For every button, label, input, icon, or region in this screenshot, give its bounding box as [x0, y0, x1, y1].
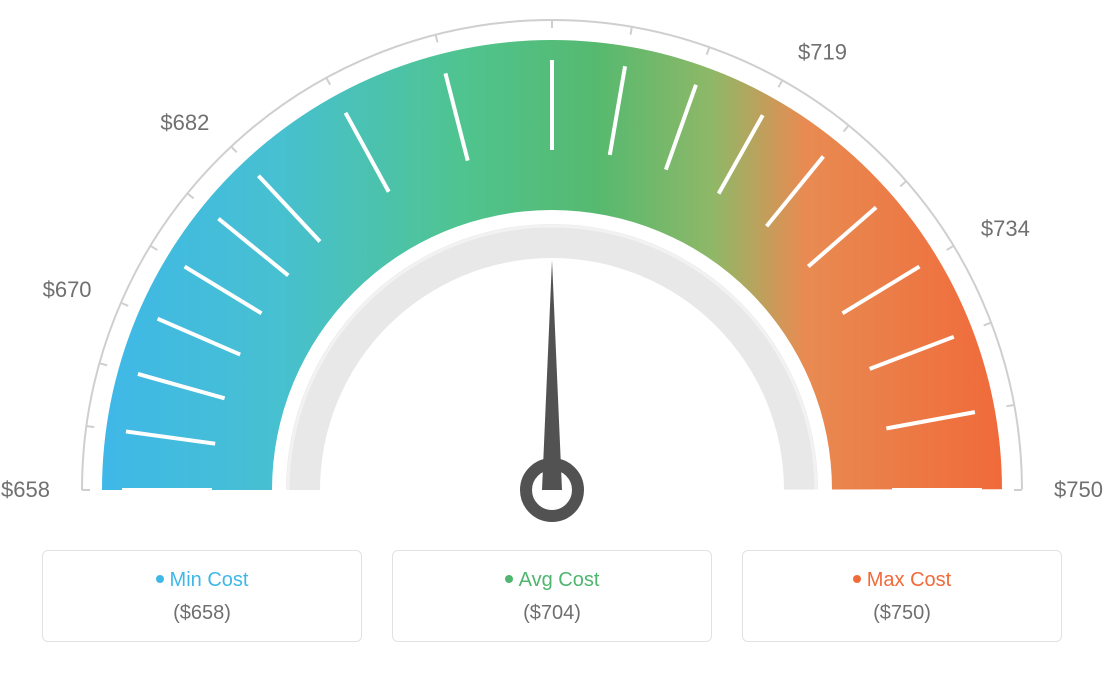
needle — [542, 260, 562, 490]
legend-dot-icon — [156, 575, 164, 583]
tick-label: $658 — [1, 477, 50, 502]
outer-tick — [326, 78, 330, 85]
outer-tick — [86, 426, 94, 427]
outer-tick — [187, 193, 193, 198]
outer-tick — [150, 246, 157, 250]
outer-tick — [707, 47, 710, 55]
legend-label: Avg Cost — [393, 569, 711, 592]
legend-label: Min Cost — [43, 569, 361, 592]
legend-label-text: Max Cost — [867, 569, 951, 591]
tick-label: $670 — [43, 277, 92, 302]
legend-label: Max Cost — [743, 569, 1061, 592]
cost-gauge: $658$670$682$704$719$734$750 — [0, 0, 1104, 540]
outer-tick — [630, 27, 631, 35]
legend-row: Min Cost ($658) Avg Cost ($704) Max Cost ($75… — [0, 540, 1104, 642]
outer-tick — [121, 303, 128, 306]
outer-tick — [984, 323, 991, 326]
legend-card-min: Min Cost ($658) — [42, 550, 362, 642]
tick-label: $734 — [981, 216, 1030, 241]
outer-tick — [900, 181, 906, 186]
outer-tick — [1006, 405, 1014, 406]
legend-value: ($658) — [43, 602, 361, 625]
legend-card-max: Max Cost ($750) — [742, 550, 1062, 642]
legend-label-text: Avg Cost — [519, 569, 600, 591]
legend-value: ($704) — [393, 602, 711, 625]
gauge-svg: $658$670$682$704$719$734$750 — [0, 0, 1104, 540]
outer-tick — [231, 147, 236, 153]
tick-label: $682 — [160, 110, 209, 135]
outer-tick — [778, 80, 782, 87]
legend-dot-icon — [505, 575, 513, 583]
tick-label: $750 — [1054, 477, 1103, 502]
outer-tick — [947, 246, 954, 250]
outer-tick — [99, 363, 107, 365]
outer-tick — [436, 35, 438, 43]
tick-label: $719 — [798, 39, 847, 64]
legend-card-avg: Avg Cost ($704) — [392, 550, 712, 642]
legend-value: ($750) — [743, 602, 1061, 625]
legend-label-text: Min Cost — [170, 569, 249, 591]
legend-dot-icon — [853, 575, 861, 583]
outer-tick — [844, 125, 849, 131]
